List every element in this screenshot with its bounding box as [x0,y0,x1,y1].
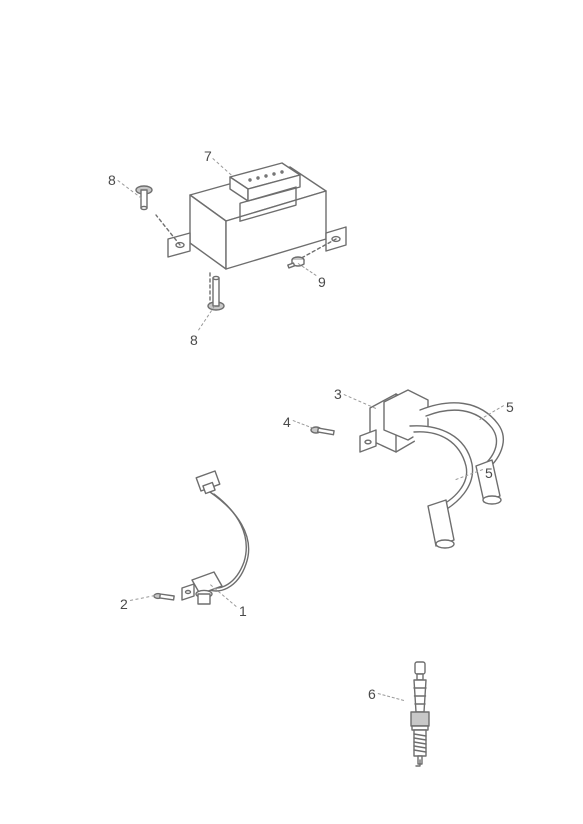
callout-9: 9 [318,274,326,290]
callout-5a: 5 [506,399,514,415]
coil-bolt [308,422,338,440]
callout-1: 1 [239,603,247,619]
callout-3: 3 [334,386,342,402]
diagram-canvas: 1 2 3 4 5 5 6 7 8 8 9 [0,0,583,824]
ignition-coil-assembly [300,380,540,580]
mount-stud-left [126,180,162,216]
ecu-module [150,155,350,315]
spark-plug [400,660,440,780]
callout-2: 2 [120,596,128,612]
callout-8a: 8 [108,172,116,188]
callout-4: 4 [283,414,291,430]
ecu-bolt [284,252,308,272]
callout-7: 7 [204,148,212,164]
callout-8b: 8 [190,332,198,348]
mount-stud-right [198,270,234,326]
callout-5b: 5 [485,465,493,481]
callout-6: 6 [368,686,376,702]
sensor-bolt [152,590,178,604]
crank-position-sensor [150,470,290,640]
ht-lead-front [410,426,473,548]
